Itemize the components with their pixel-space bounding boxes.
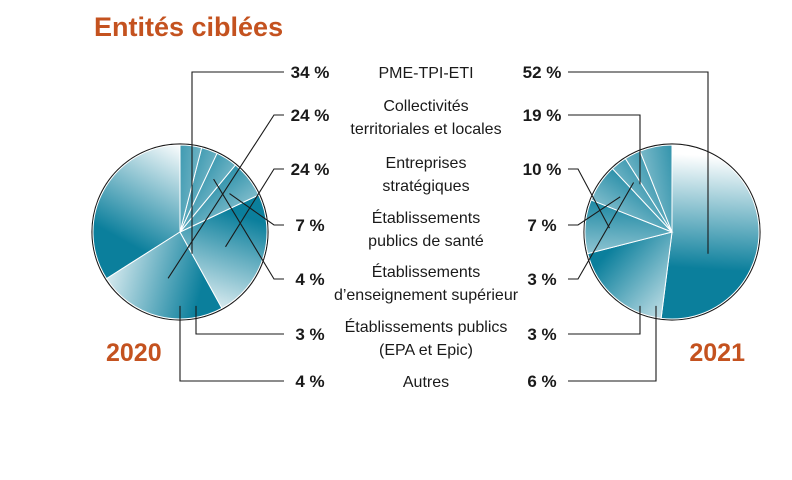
pct-label: 4 % bbox=[295, 372, 324, 391]
pie-outline bbox=[583, 143, 761, 321]
leader-lines-group bbox=[167, 71, 709, 382]
pct-label: 6 % bbox=[527, 372, 556, 391]
pct-label: 34 % bbox=[291, 63, 330, 82]
leader-line bbox=[568, 168, 610, 229]
pie-slice bbox=[179, 144, 203, 233]
pie-slice bbox=[660, 144, 760, 320]
pies-group bbox=[91, 143, 761, 321]
pie-2020 bbox=[91, 143, 269, 321]
labels-group: 34 % 24 % 24 % 7 % 4 % 3 % 4 % 2020 52 % 19 % 10 %… bbox=[106, 63, 745, 391]
pct-label: 3 % bbox=[527, 270, 556, 289]
leader-line bbox=[225, 168, 284, 248]
category-label: d’enseignement supérieur bbox=[334, 287, 519, 304]
pie-slice bbox=[105, 231, 223, 320]
year-label: 2020 bbox=[106, 339, 162, 367]
leader-line bbox=[568, 182, 635, 280]
leader-line bbox=[568, 196, 621, 226]
leader-line bbox=[195, 305, 284, 335]
category-label: Entreprises bbox=[386, 155, 467, 172]
leader-line bbox=[568, 71, 709, 254]
pie-slice bbox=[179, 194, 268, 309]
category-label: Établissements bbox=[372, 262, 481, 281]
category-label: stratégiques bbox=[382, 178, 469, 195]
leader-line bbox=[568, 114, 641, 185]
leader-line bbox=[568, 305, 641, 335]
pct-label: 19 % bbox=[523, 106, 562, 125]
pct-label: 3 % bbox=[295, 325, 324, 344]
pct-label: 3 % bbox=[527, 325, 556, 344]
pct-label: 10 % bbox=[523, 160, 562, 179]
leader-line bbox=[191, 71, 284, 254]
pct-label: 7 % bbox=[295, 216, 324, 235]
category-label: Établissements publics bbox=[345, 317, 508, 336]
pie-slice bbox=[587, 231, 673, 319]
category-label: Collectivités bbox=[383, 98, 468, 115]
category-label: Autres bbox=[403, 374, 449, 391]
pct-label: 52 % bbox=[523, 63, 562, 82]
pct-label: 24 % bbox=[291, 160, 330, 179]
chart-title: Entités ciblées bbox=[94, 12, 283, 42]
category-label: publics de santé bbox=[368, 233, 484, 250]
pct-label: 24 % bbox=[291, 106, 330, 125]
pie-2021 bbox=[583, 143, 761, 321]
category-label: PME-TPI-ETI bbox=[378, 65, 473, 82]
leader-line bbox=[229, 193, 284, 226]
year-label: 2021 bbox=[689, 339, 745, 367]
leader-line bbox=[213, 178, 284, 280]
pct-label: 4 % bbox=[295, 270, 324, 289]
category-label: territoriales et locales bbox=[350, 121, 501, 138]
category-label: Établissements bbox=[372, 208, 481, 227]
pct-label: 7 % bbox=[527, 216, 556, 235]
leader-line bbox=[568, 305, 657, 382]
category-label: (EPA et Epic) bbox=[379, 342, 473, 359]
leader-line bbox=[179, 305, 284, 382]
leader-line bbox=[167, 114, 284, 279]
